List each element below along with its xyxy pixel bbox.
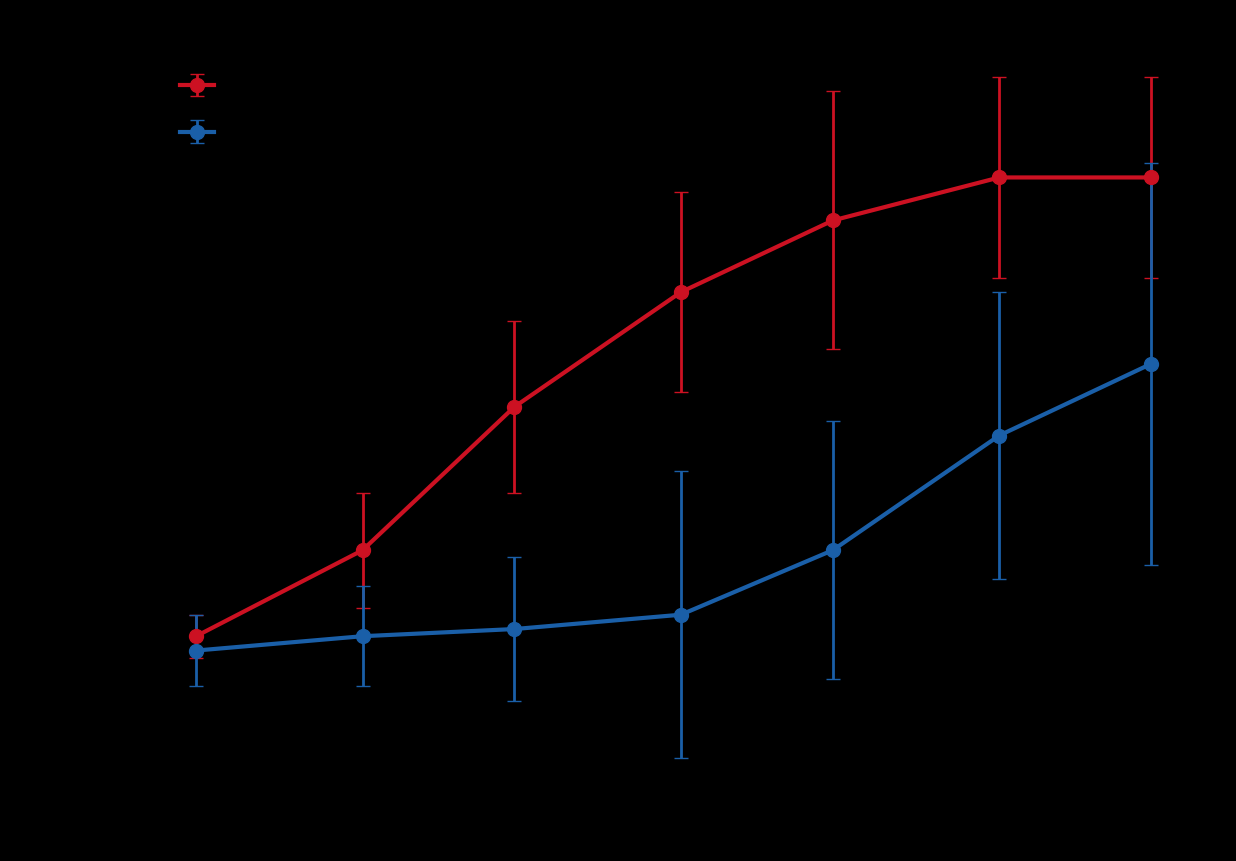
- Legend: Alum Hydroxide, Alum Crystals: Alum Hydroxide, Alum Crystals: [180, 77, 402, 143]
